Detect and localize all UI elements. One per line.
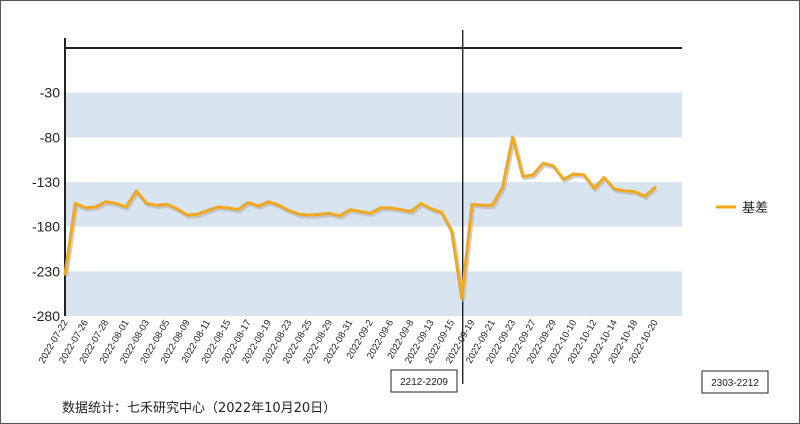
y-tick-label: -130 xyxy=(32,174,60,190)
source-note: 数据统计：七禾研究中心（2022年10月20日） xyxy=(62,401,337,416)
gridband-2 xyxy=(65,271,682,316)
y-tick-label: -230 xyxy=(32,263,60,279)
y-tick-label: -80 xyxy=(40,129,60,145)
contract-label-left: 2212-2209 xyxy=(400,377,448,388)
series-line-basis xyxy=(63,135,657,300)
y-tick-label: -30 xyxy=(40,85,60,101)
y-tick-label: -180 xyxy=(32,219,60,235)
contract-box-left xyxy=(390,369,458,393)
y-tick-label: -280 xyxy=(32,308,60,324)
contract-label-right: 2303-2212 xyxy=(711,378,759,389)
legend-label: 基差 xyxy=(742,201,768,216)
contract-box-right xyxy=(701,370,769,394)
gridband-0 xyxy=(65,92,682,138)
